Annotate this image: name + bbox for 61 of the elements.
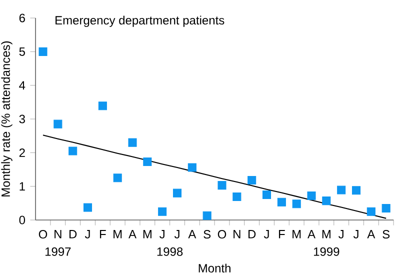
x-tick-label: A — [128, 230, 136, 238]
point — [337, 186, 346, 194]
x-tick-label: J — [160, 230, 164, 238]
y-tick-label: 2 — [19, 148, 25, 157]
point — [143, 157, 152, 166]
point — [322, 196, 331, 206]
point — [83, 203, 92, 212]
point — [128, 138, 137, 147]
point — [277, 198, 286, 206]
point — [382, 204, 390, 212]
x-tick-label: M — [322, 230, 330, 238]
x-tick-label: D — [69, 230, 77, 238]
point — [262, 190, 272, 200]
x-tick-label: J — [84, 230, 90, 238]
x-tick-label: S — [382, 230, 390, 239]
x-tick-label: J — [353, 230, 358, 238]
text: 1999 — [314, 247, 340, 256]
x-tick-label: M — [292, 230, 301, 238]
y-tick-label: 6 — [19, 14, 25, 22]
point — [188, 163, 196, 172]
x-tick-label: O — [218, 230, 226, 239]
point — [38, 47, 48, 56]
point — [54, 120, 62, 128]
x-tick-label: N — [234, 230, 240, 238]
x-tick-label: F — [278, 230, 285, 238]
x-tick-label: M — [114, 230, 122, 238]
x-tick-label: S — [204, 230, 211, 239]
x-tick-label: N — [54, 230, 62, 238]
point — [248, 176, 256, 185]
point — [113, 174, 122, 182]
point — [232, 192, 242, 202]
x-tick-label: O — [38, 230, 48, 239]
y-axis-title: Monthly rate (% attendances) — [1, 41, 12, 196]
text: 1997 — [45, 247, 71, 256]
point — [307, 191, 316, 200]
point — [218, 181, 226, 190]
y-tick-label: 1 — [20, 182, 25, 190]
x-tick-label: D — [248, 230, 256, 238]
x-tick-label: J — [338, 230, 344, 238]
x-tick-label: F — [100, 230, 106, 238]
point — [68, 146, 78, 156]
point — [352, 186, 361, 195]
y-tick-label: 0 — [19, 216, 26, 224]
x-tick-label: J — [264, 230, 269, 238]
y-tick-label: 5 — [19, 47, 25, 56]
x-axis-title: Month — [198, 264, 230, 273]
x-tick-label: A — [188, 230, 196, 238]
text: 1998 — [157, 247, 183, 256]
point — [172, 188, 182, 198]
point — [98, 102, 107, 110]
point — [202, 211, 212, 220]
x-tick-label: A — [308, 230, 316, 238]
point — [292, 200, 301, 208]
x-tick-label: M — [143, 230, 152, 238]
x-tick-label: A — [367, 230, 376, 238]
point — [158, 207, 167, 216]
y-tick-label: 4 — [19, 81, 26, 90]
x-tick-label: J — [174, 230, 180, 238]
point — [366, 207, 376, 216]
y-tick-label: 3 — [19, 114, 25, 124]
chart-title: Emergency department patients — [56, 16, 224, 27]
